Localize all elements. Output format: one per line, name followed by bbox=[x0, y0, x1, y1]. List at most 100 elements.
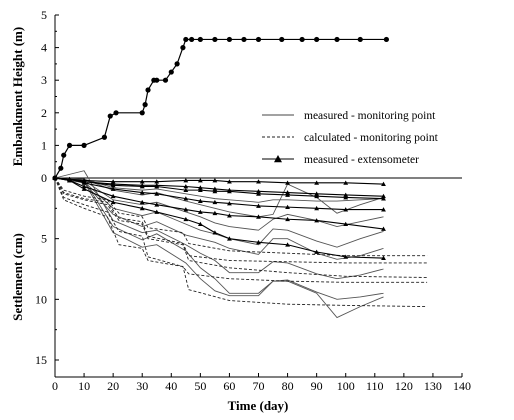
extensometer-point bbox=[314, 249, 320, 254]
embankment-height-point bbox=[139, 110, 145, 116]
x-tick-label: 10 bbox=[78, 379, 90, 393]
top-y-axis-title: Embankment Height (m) bbox=[10, 27, 25, 166]
x-tick-label: 80 bbox=[282, 379, 294, 393]
embankment-height-point bbox=[189, 36, 195, 43]
embankment-height-point bbox=[162, 77, 169, 83]
embankment-height-point bbox=[154, 77, 160, 83]
legend-triangle-marker bbox=[274, 155, 282, 163]
extensometer-point bbox=[256, 214, 261, 219]
extensometer-point bbox=[81, 186, 87, 191]
embankment-height-point bbox=[58, 165, 64, 171]
extensometer-point bbox=[381, 226, 386, 231]
embankment-height-point bbox=[145, 87, 151, 93]
extensometer-point bbox=[314, 193, 320, 199]
embankment-height-line bbox=[54, 38, 387, 179]
extensometer-point bbox=[81, 179, 87, 184]
embankment-height-point bbox=[357, 36, 363, 43]
x-tick-label: 120 bbox=[395, 379, 413, 393]
extensometer-point bbox=[154, 209, 160, 214]
extensometer-point bbox=[227, 236, 232, 241]
extensometer-point bbox=[197, 198, 203, 203]
calculated-monitoring-line bbox=[54, 177, 428, 278]
extensometer-point bbox=[212, 186, 218, 191]
embankment-height-point bbox=[61, 152, 67, 158]
bottom-y-tick-label: 5 bbox=[41, 232, 47, 246]
extensometer-point bbox=[212, 199, 218, 205]
extensometer-point bbox=[183, 187, 189, 193]
measured-monitoring-line bbox=[54, 170, 384, 280]
extensometer-point bbox=[139, 182, 145, 188]
extensometer-point bbox=[110, 199, 116, 205]
measured-monitoring-line bbox=[54, 177, 384, 218]
extensometer-point bbox=[139, 199, 145, 205]
extensometer-point bbox=[314, 205, 320, 211]
x-tick-label: 70 bbox=[253, 379, 265, 393]
bottom-y-tick-label: 0 bbox=[41, 171, 47, 185]
extensometer-point bbox=[183, 216, 189, 222]
x-tick-label: 90 bbox=[311, 379, 323, 393]
x-tick-label: 30 bbox=[136, 379, 148, 393]
extensometer-point bbox=[227, 201, 232, 206]
extensometer-point bbox=[183, 184, 189, 189]
extensometer-point bbox=[343, 207, 349, 212]
top-y-tick-label: 3 bbox=[41, 73, 47, 87]
extensometer-point bbox=[197, 185, 203, 190]
embankment-height-point bbox=[113, 110, 119, 116]
embankment-height-point bbox=[180, 45, 186, 51]
measured-monitoring-line bbox=[54, 177, 384, 248]
embankment-height-point bbox=[197, 36, 203, 43]
embankment-height-point bbox=[279, 36, 285, 43]
extensometer-point bbox=[381, 193, 386, 199]
chart-marks bbox=[52, 36, 428, 319]
embankment-height-point bbox=[314, 36, 320, 43]
extensometer-point bbox=[343, 195, 349, 200]
extensometer-point bbox=[212, 178, 218, 183]
extensometer-point bbox=[285, 216, 290, 222]
extensometer-point bbox=[343, 221, 349, 227]
extensometer-point bbox=[212, 230, 218, 235]
extensometer-point bbox=[285, 190, 290, 195]
chart-labels: 0 10 20 30 40 50 60 70 80 90 100 110 120 130 140123450… bbox=[10, 8, 471, 413]
top-y-tick-label: 1 bbox=[41, 138, 47, 152]
extensometer-point bbox=[197, 209, 203, 214]
x-tick-label: 40 bbox=[165, 379, 177, 393]
extensometer-point bbox=[67, 176, 72, 182]
extensometer-point bbox=[285, 192, 290, 197]
extensometer-point bbox=[227, 179, 232, 184]
extensometer-point bbox=[110, 186, 116, 191]
x-tick-label: 100 bbox=[337, 379, 355, 393]
extensometer-point bbox=[197, 178, 203, 183]
x-tick-label: 130 bbox=[424, 379, 442, 393]
extensometer-point bbox=[154, 182, 160, 188]
extensometer-point bbox=[212, 188, 218, 194]
x-tick-label: 140 bbox=[453, 379, 471, 393]
calculated-monitoring-line bbox=[54, 177, 428, 264]
bottom-y-axis-title: Settlement (cm) bbox=[10, 233, 25, 321]
extensometer-point bbox=[343, 192, 349, 197]
legend-label: measured - extensometer bbox=[304, 154, 419, 166]
calculated-monitoring-line bbox=[54, 177, 428, 308]
extensometer-point bbox=[381, 207, 386, 212]
extensometer-point bbox=[256, 191, 261, 196]
embankment-height-point bbox=[168, 69, 174, 75]
extensometer-point bbox=[343, 180, 349, 185]
legend-label: measured - monitoring point bbox=[304, 110, 436, 122]
extensometer-point bbox=[154, 179, 160, 184]
embankment-height-point bbox=[212, 36, 218, 43]
extensometer-point bbox=[212, 210, 218, 216]
x-tick-label: 60 bbox=[223, 379, 235, 393]
extensometer-line bbox=[54, 177, 384, 230]
extensometer-point bbox=[139, 179, 145, 184]
extensometer-point bbox=[285, 204, 290, 210]
extensometer-point bbox=[381, 196, 386, 201]
extensometer-point bbox=[110, 193, 116, 199]
bottom-y-tick-label: 15 bbox=[35, 353, 47, 367]
extensometer-point bbox=[154, 202, 160, 207]
extensometer-point bbox=[139, 205, 145, 211]
extensometer-point bbox=[256, 188, 261, 194]
embankment-height-point bbox=[142, 102, 148, 108]
embankment-height-point bbox=[174, 61, 180, 67]
x-tick-label: 50 bbox=[194, 379, 206, 393]
extensometer-point bbox=[285, 180, 290, 185]
extensometer-point bbox=[183, 196, 189, 201]
